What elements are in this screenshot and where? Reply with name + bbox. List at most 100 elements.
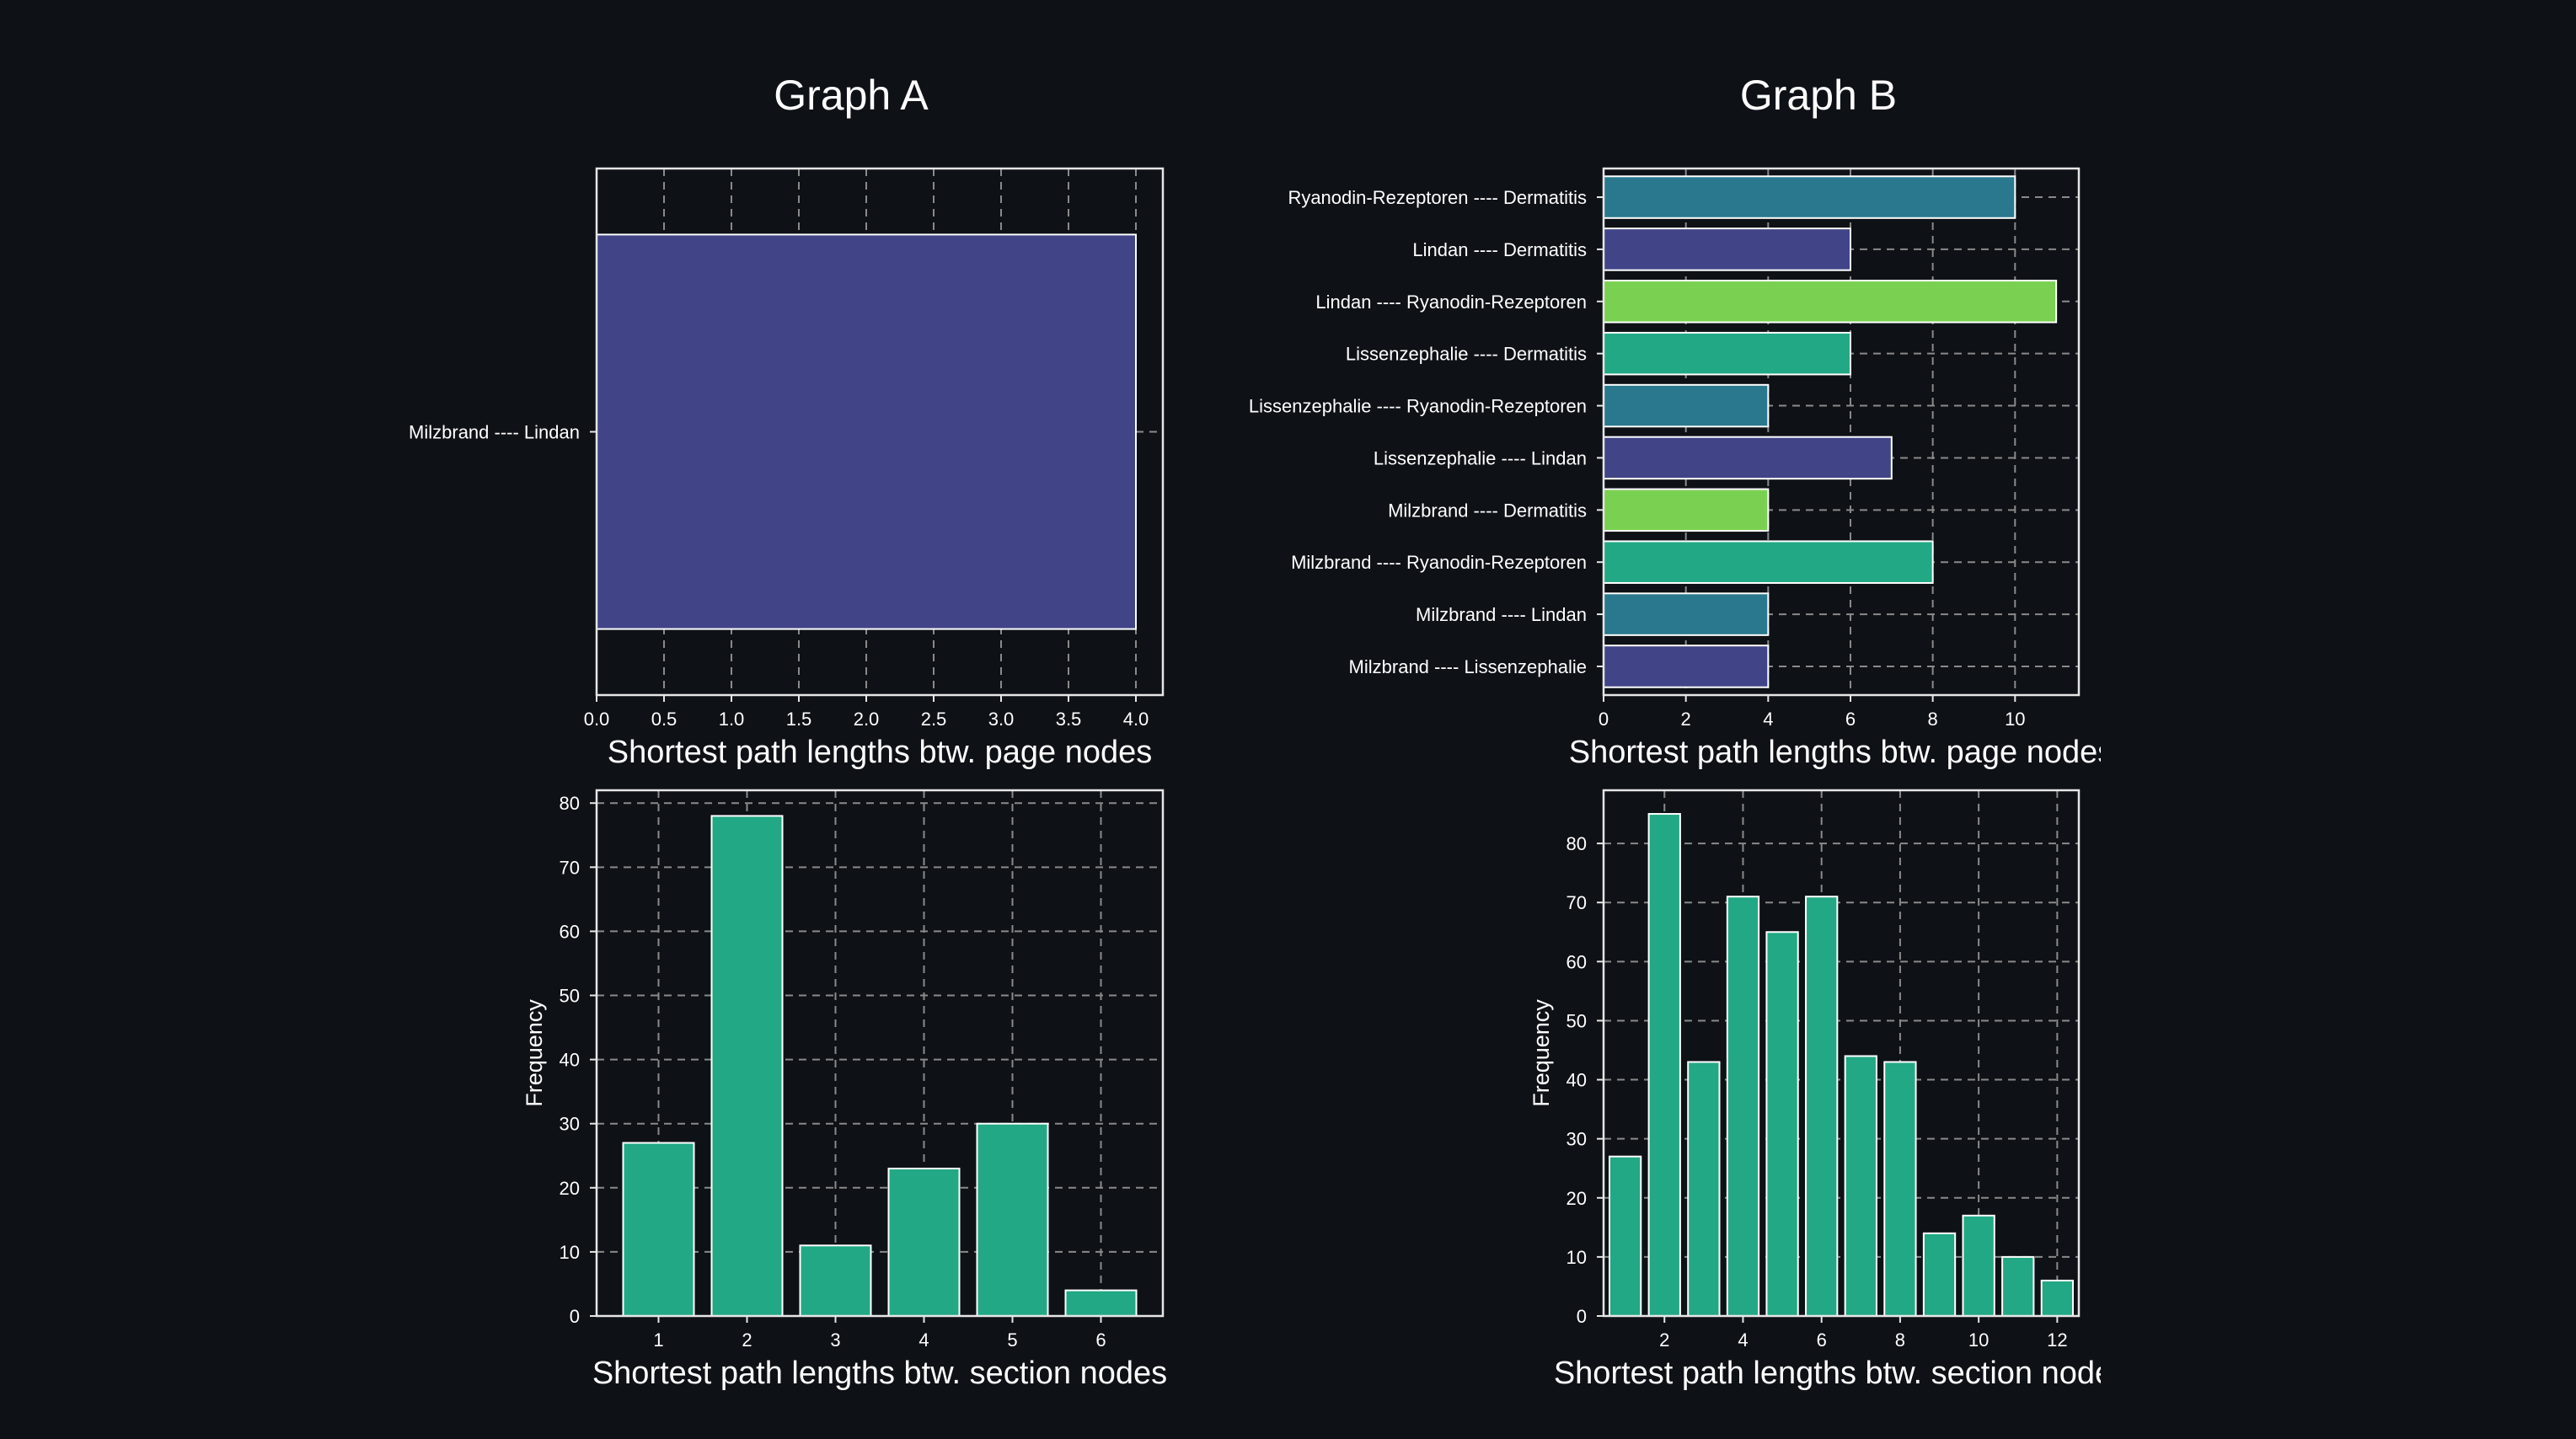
b-bottom-bar [1726, 896, 1760, 1318]
b-bottom-ytick-label: 0 [1577, 1306, 1587, 1327]
b-top-xtick-label: 6 [1845, 709, 1856, 730]
b-bottom-bar [1765, 931, 1799, 1317]
b-top-category-label: Milzbrand ---- Lissenzephalie [1349, 656, 1587, 677]
a-bottom-xlabel: Shortest path lengths btw. section nodes [592, 1356, 1167, 1391]
a-bottom-ytick-label: 30 [560, 1114, 580, 1135]
b-bottom-xtick-label: 12 [2047, 1329, 2067, 1351]
a-top-category-label: Milzbrand ---- Lindan [409, 422, 580, 443]
b-top-bar [1603, 175, 2016, 219]
b-top-category-label: Ryanodin-Rezeptoren ---- Dermatitis [1288, 187, 1587, 208]
b-top-category-label: Milzbrand ---- Lindan [1416, 604, 1587, 625]
b-top-bar [1603, 383, 1770, 428]
a-bottom-ytick-label: 40 [560, 1050, 580, 1071]
a-bottom-bar [799, 1244, 872, 1318]
b-top-xtick-label: 4 [1763, 709, 1773, 730]
b-top-bar [1603, 436, 1893, 480]
b-top-xtick-label: 2 [1681, 709, 1691, 730]
b-top-bar [1603, 645, 1770, 688]
b-bottom-bar [1883, 1061, 1917, 1317]
chart-figure: Graph A Graph B Milzbrand ---- Lindan 0.0… [409, 72, 2101, 1391]
b-bottom-bar [1647, 813, 1681, 1317]
b-top-category-label: Milzbrand ---- Dermatitis [1388, 500, 1587, 521]
b-top-category-label: Lindan ---- Ryanodin-Rezeptoren [1315, 292, 1587, 313]
b-bottom-bar [1844, 1055, 1877, 1317]
charts-layer: Milzbrand ---- Lindan 0.0 0.5 1.0 1.5 2.0 2.5 3… [409, 167, 2101, 1391]
b-top-bar [1603, 540, 1934, 584]
a-bottom-ytick-label: 60 [560, 921, 580, 942]
b-bottom-xtick-label: 8 [1895, 1329, 1905, 1351]
a-top-xtick-label: 0.0 [584, 709, 610, 730]
b-top-xtick-label: 10 [2005, 709, 2025, 730]
b-top-category-label: Lissenzephalie ---- Lindan [1374, 447, 1587, 468]
b-bottom-axes-frame [1602, 789, 2081, 1318]
b-bottom-ytick-label: 40 [1566, 1070, 1587, 1091]
b-bottom-ytick-label: 60 [1566, 951, 1587, 972]
figure-area: Graph A Graph B Milzbrand ---- Lindan 0.0… [409, 72, 2101, 1391]
b-bottom-bar [1962, 1214, 1995, 1317]
b-top-category-label: Lissenzephalie ---- Ryanodin-Rezeptoren [1249, 396, 1587, 417]
a-bottom-ytick-label: 50 [560, 986, 580, 1007]
a-top-xtick-label: 4.0 [1123, 709, 1149, 730]
a-bottom-xtick-label: 6 [1095, 1329, 1106, 1351]
a-top-xtick-label: 0.5 [651, 709, 677, 730]
b-bottom-ytick-label: 20 [1566, 1188, 1587, 1209]
b-bottom-xtick-label: 6 [1817, 1329, 1827, 1351]
b-bottom-bar [1922, 1232, 1957, 1317]
b-top-xtick-label: 0 [1599, 709, 1609, 730]
graph-b-title: Graph B [1740, 72, 1897, 119]
a-bottom-xtick-label: 2 [742, 1329, 752, 1351]
b-bottom-bar [1805, 896, 1839, 1318]
graph-a-title: Graph A [774, 72, 929, 119]
a-bottom-ytick-label: 70 [560, 857, 580, 878]
b-bottom-xlabel: Shortest path lengths btw. section nodes [1554, 1356, 2101, 1391]
b-bottom-bar [1608, 1155, 1642, 1318]
a-top-xlabel: Shortest path lengths btw. page nodes [608, 735, 1152, 770]
b-bottom-ytick-label: 80 [1566, 833, 1587, 854]
a-top-xtick-label: 1.5 [786, 709, 812, 730]
b-top-axes-frame [1602, 167, 2081, 697]
b-bottom-ylabel: Frequency [1529, 999, 1554, 1107]
b-top-bar [1603, 280, 2058, 324]
b-bottom-ytick-label: 10 [1566, 1247, 1587, 1268]
a-bottom-bar [710, 815, 784, 1317]
a-bottom-ytick-label: 20 [560, 1178, 580, 1199]
b-top-bar [1603, 592, 1770, 636]
a-bottom-xtick-label: 5 [1007, 1329, 1017, 1351]
b-bottom-bar [2001, 1255, 2035, 1318]
a-bottom-ylabel: Frequency [522, 999, 547, 1107]
a-top-xtick-label: 2.0 [854, 709, 880, 730]
b-bottom-bar [2040, 1279, 2075, 1318]
b-top-category-label: Milzbrand ---- Ryanodin-Rezeptoren [1291, 552, 1587, 573]
b-bottom-xtick-label: 4 [1738, 1329, 1748, 1351]
a-top-axes-frame [595, 167, 1165, 697]
b-top-bar [1603, 227, 1851, 271]
a-bottom-axes-frame [595, 789, 1165, 1318]
b-top-category-label: Lindan ---- Dermatitis [1412, 239, 1587, 260]
a-bottom-ytick-label: 0 [570, 1306, 580, 1327]
a-bottom-bar [1064, 1289, 1138, 1318]
b-top-category-label: Lissenzephalie ---- Dermatitis [1346, 344, 1587, 365]
b-bottom-xtick-label: 2 [1659, 1329, 1669, 1351]
b-top-xlabel: Shortest path lengths btw. page nodes [1569, 735, 2101, 770]
a-bottom-xtick-label: 4 [918, 1329, 929, 1351]
b-bottom-ytick-label: 30 [1566, 1129, 1587, 1150]
a-top-xtick-label: 2.5 [921, 709, 947, 730]
a-bottom-ytick-label: 80 [560, 793, 580, 814]
b-top-xtick-label: 8 [1928, 709, 1938, 730]
a-top-xtick-label: 3.5 [1056, 709, 1082, 730]
a-top-xtick-label: 3.0 [988, 709, 1015, 730]
b-bottom-ytick-label: 50 [1566, 1010, 1587, 1031]
a-bottom-ytick-label: 10 [560, 1242, 580, 1263]
a-bottom-bar [976, 1122, 1049, 1317]
a-bottom-xtick-label: 3 [830, 1329, 840, 1351]
b-bottom-bar [1687, 1061, 1721, 1317]
a-top-xtick-label: 1.0 [719, 709, 745, 730]
b-bottom-ytick-label: 70 [1566, 892, 1587, 913]
a-bottom-bar [622, 1142, 695, 1318]
b-top-bar [1603, 488, 1770, 532]
a-bottom-xtick-label: 1 [653, 1329, 663, 1351]
a-bottom-bar [887, 1167, 961, 1317]
a-top-bar [596, 233, 1137, 630]
b-bottom-xtick-label: 10 [1968, 1329, 1989, 1351]
b-top-bar [1603, 331, 1851, 376]
